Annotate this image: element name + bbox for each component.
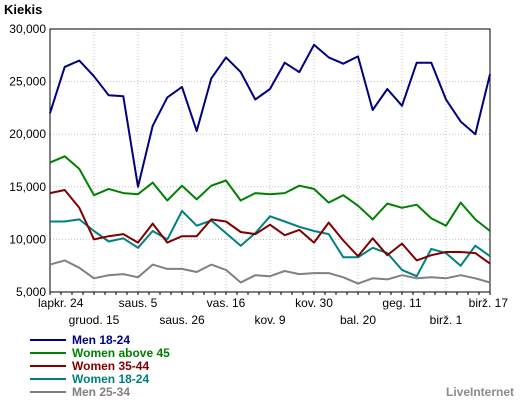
legend-label: Women 18-24 xyxy=(72,372,149,386)
x-tick-label: bal. 20 xyxy=(340,313,376,327)
y-tick-label: 15,000 xyxy=(9,180,46,194)
brand-label: LiveInternet xyxy=(445,385,514,399)
x-tick-label: saus. 5 xyxy=(119,296,158,310)
y-tick-label: 5,000 xyxy=(16,285,46,299)
x-tick-label: lapkr. 24 xyxy=(38,296,84,310)
series-line-men-25-34 xyxy=(49,259,491,285)
x-tick-label: vas. 16 xyxy=(207,296,246,310)
x-tick-label: saus. 26 xyxy=(159,313,205,327)
x-tick-label: birž. 17 xyxy=(469,296,509,310)
series-line-women-18-24 xyxy=(50,210,491,278)
y-tick-label: 30,000 xyxy=(9,22,46,36)
x-tick-label: kov. 9 xyxy=(254,313,285,327)
legend-label: Men 18-24 xyxy=(72,333,130,347)
y-axis-label: Kiekis xyxy=(4,2,43,17)
y-tick-label: 10,000 xyxy=(9,232,46,246)
y-tick-label: 25,000 xyxy=(9,75,46,89)
series-line-women-above-45 xyxy=(49,155,491,232)
series-line-women-35-44 xyxy=(49,189,491,265)
y-tick-label: 20,000 xyxy=(9,127,46,141)
legend-label: Men 25-34 xyxy=(72,385,130,399)
x-tick-label: gruod. 15 xyxy=(69,313,120,327)
x-tick-label: geg. 11 xyxy=(382,296,421,310)
x-tick-label: birž. 1 xyxy=(430,313,463,327)
legend-label: Women above 45 xyxy=(72,346,170,360)
plot-frame xyxy=(49,28,491,293)
legend-label: Women 35-44 xyxy=(72,359,149,373)
x-tick-label: kov. 30 xyxy=(295,296,333,310)
series-line-men-18-24 xyxy=(49,43,491,188)
